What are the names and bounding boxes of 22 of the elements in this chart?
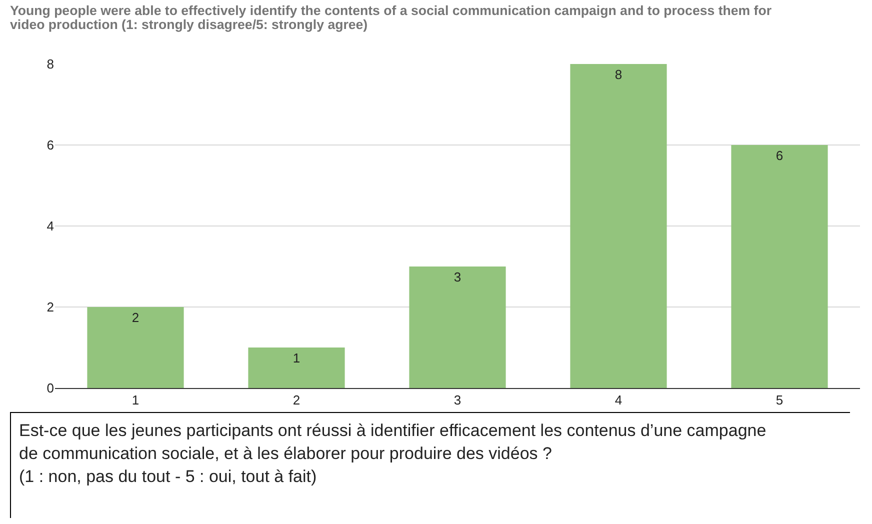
chart-title: Young people were able to effectively identify the contents of a social communication campaign and to process them for video production (1: strongly disagree/5: strongly agree) bbox=[10, 3, 773, 32]
data-label: 6 bbox=[776, 148, 784, 163]
text: Est-ce que les jeunes participants ont réussi à identifier efficacement les contenus d’une campagne de communication sociale, et à les élaborer pour produire des vidéos ? (1 : non, pas du tout - 5 : oui, tout à fait) bbox=[10, 412, 850, 518]
bar bbox=[731, 145, 828, 388]
x-tick-label: 4 bbox=[614, 392, 622, 408]
bar bbox=[409, 266, 506, 388]
x-tick-label: 5 bbox=[776, 392, 784, 408]
x-tick-label: 2 bbox=[292, 392, 300, 408]
y-tick-label: 2 bbox=[46, 300, 54, 315]
y-tick-label: 8 bbox=[46, 56, 54, 72]
y-tick-label: 4 bbox=[46, 218, 54, 234]
y-tick-label: 0 bbox=[46, 380, 54, 396]
bar bbox=[570, 64, 667, 388]
bar bbox=[87, 307, 184, 388]
x-tick-label: 1 bbox=[132, 392, 140, 408]
data-label: 8 bbox=[614, 67, 622, 82]
y-tick-label: 6 bbox=[46, 138, 54, 153]
data-label: 1 bbox=[292, 350, 300, 366]
data-label: 3 bbox=[454, 270, 462, 284]
bar bbox=[248, 348, 345, 388]
data-label: 2 bbox=[132, 310, 140, 325]
x-tick-label: 3 bbox=[454, 392, 462, 408]
